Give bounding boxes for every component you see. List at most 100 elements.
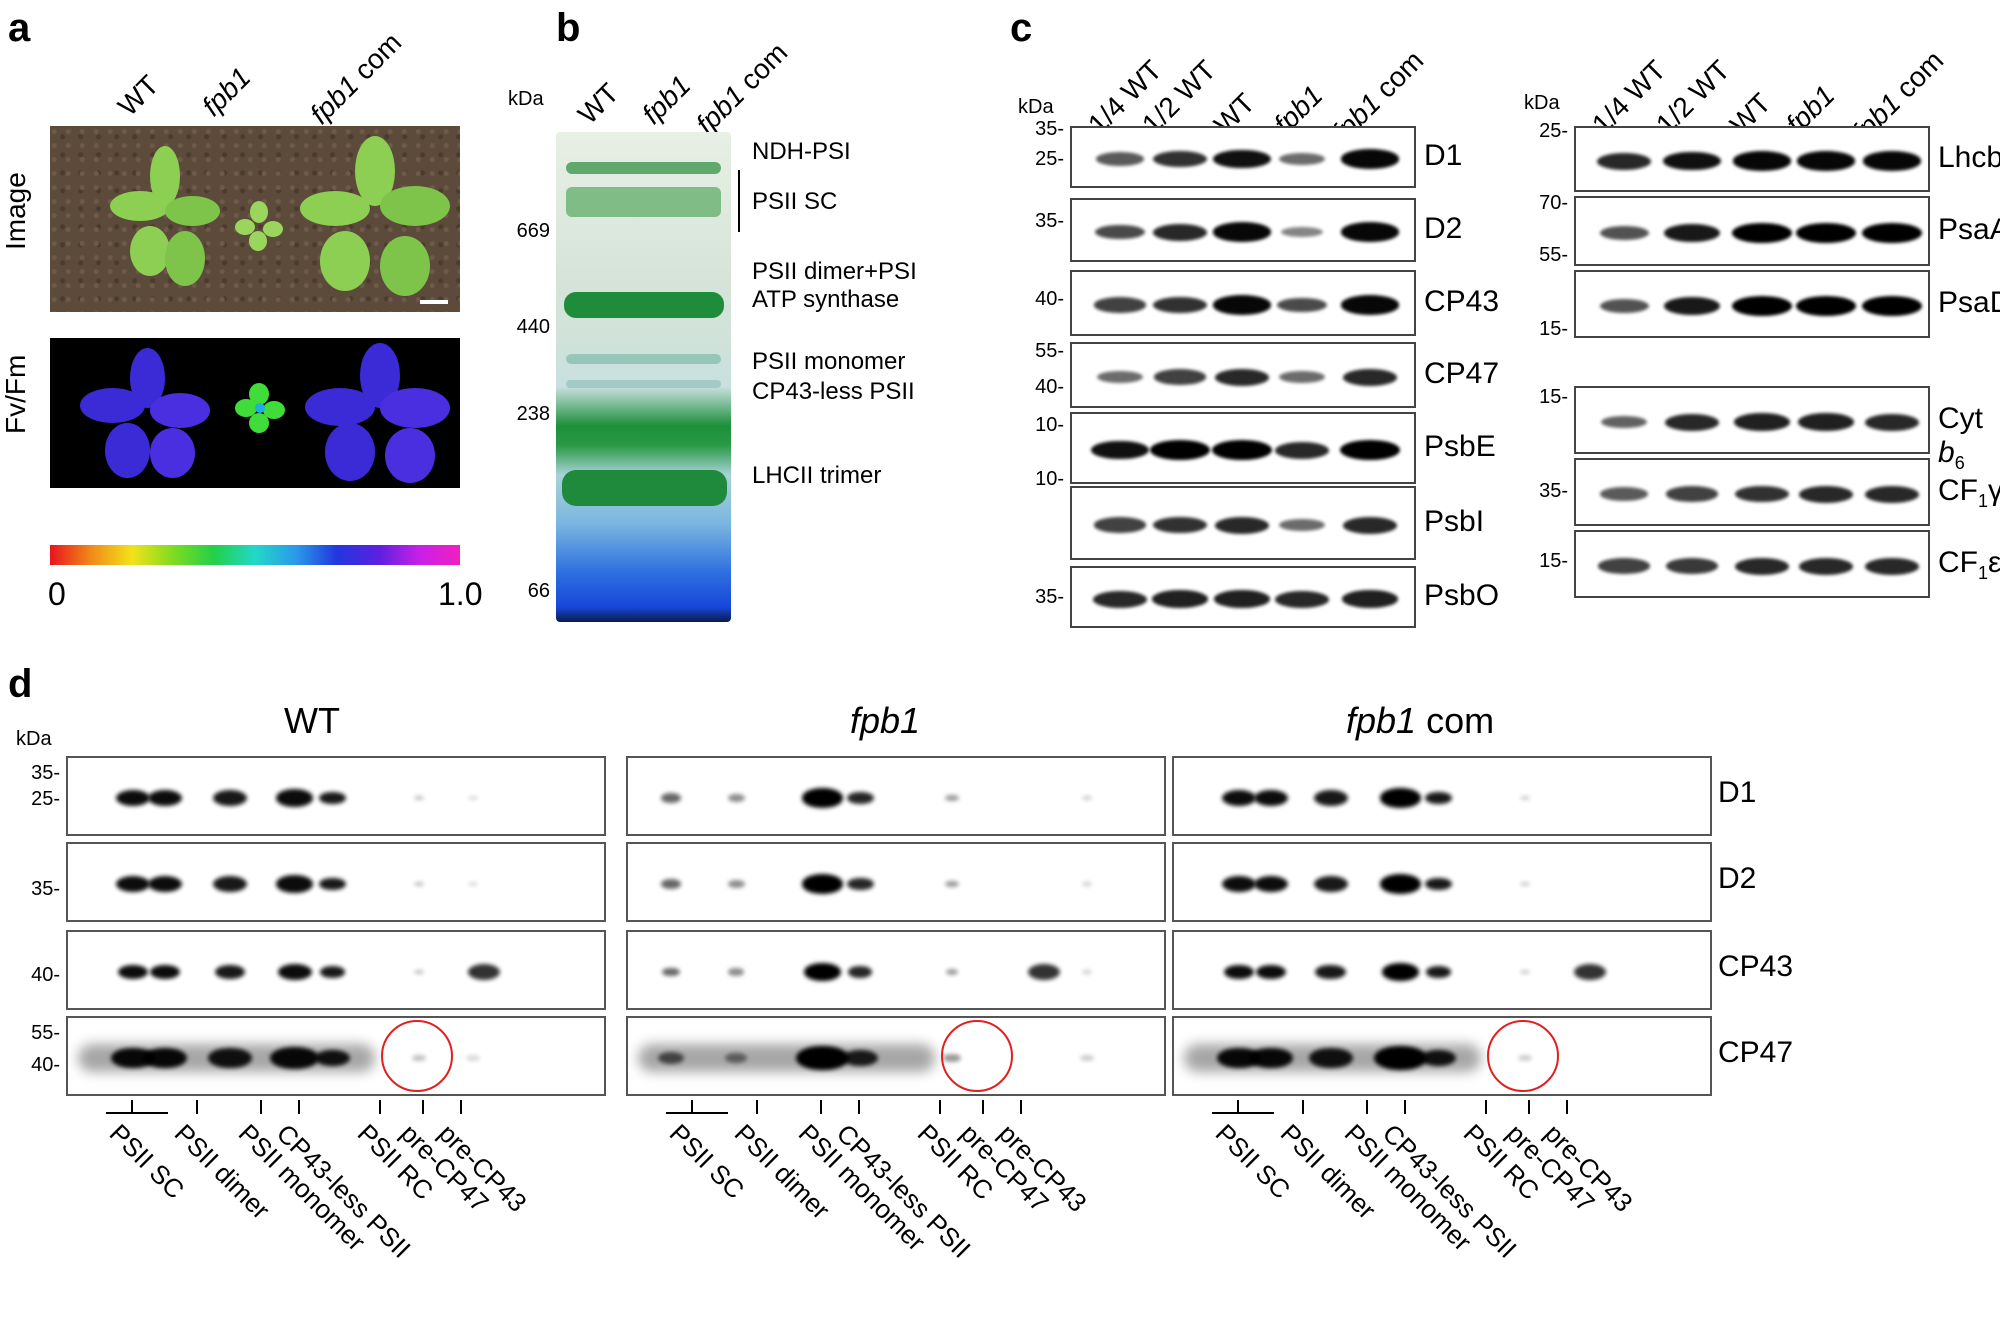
fvfm-image [50, 338, 460, 488]
d-blot-g1-r2 [626, 930, 1166, 1010]
d-spot-precp43 [1027, 964, 1060, 980]
d-spot [727, 794, 745, 802]
d-tick-g1 [755, 1100, 758, 1114]
d-spot [1382, 963, 1420, 981]
c-c-left-band [1276, 297, 1328, 313]
c-c-left-band [1214, 590, 1270, 608]
panel-a-col-wt: WT [112, 69, 165, 122]
c-c-left-band [1274, 441, 1330, 459]
c-c-left-band [1342, 516, 1398, 534]
c-c-right-blot-1 [1574, 196, 1930, 266]
d-spot [149, 964, 181, 980]
d-spot [117, 964, 149, 980]
d-spot [847, 966, 873, 978]
fpb1-plant [235, 201, 285, 251]
d-tick-g2 [1366, 1100, 1369, 1114]
d-spot-precp43 [467, 964, 500, 980]
c-c-left-band [1096, 152, 1144, 166]
c-c-right-band [1600, 487, 1648, 501]
panel-b-band-label-5: CP43-less PSII [752, 378, 915, 405]
c-c-right-band [1798, 485, 1854, 503]
panel-b-band-label-6: LHCII trimer [752, 462, 882, 489]
c-c-right-label-2: PsaD [1938, 286, 2000, 319]
wt-fvfm-plant [80, 348, 210, 478]
c-c-right-label-1: PsaA [1938, 213, 2000, 246]
d-blot-g1-r1 [626, 842, 1166, 922]
d-spot [1426, 966, 1451, 978]
c-c-right-band [1862, 151, 1922, 171]
d-row-3-name: CP47 [1718, 1036, 1794, 1069]
gel-band-dimer [564, 292, 724, 318]
d-spot [110, 1047, 155, 1069]
c-c-left-band [1213, 149, 1271, 169]
d-row-2-marker: 40- [31, 964, 60, 986]
d-spot [724, 1052, 748, 1064]
d-spot [277, 964, 312, 980]
c-c-left-band [1212, 222, 1272, 242]
d-spot [1420, 1049, 1457, 1067]
d-group-title-wt: WT [284, 700, 340, 741]
c-c-left-band [1091, 440, 1149, 460]
c-c-left-band [1092, 590, 1148, 608]
c-c-right-marker: 15- [1539, 318, 1568, 340]
panel-b-marker-669: 669 [516, 220, 550, 242]
d-blot-g0-r2 [66, 930, 606, 1010]
d-spot [1221, 876, 1256, 892]
d-spot [1221, 790, 1256, 806]
c-c-left-blot-4 [1070, 412, 1416, 484]
d-tick-g2 [1485, 1100, 1488, 1114]
com-fvfm-plant [305, 343, 450, 483]
d-spot [143, 1047, 188, 1069]
c-c-left-band [1094, 517, 1146, 533]
c-c-left-band [1342, 590, 1398, 608]
d-spot [115, 876, 150, 892]
d-tick-g0 [195, 1100, 198, 1114]
c-c-left-blot-2 [1070, 270, 1416, 336]
d-row-0-marker: 25- [31, 788, 60, 810]
d-spot [1425, 791, 1453, 805]
bn-page-gel [556, 132, 731, 622]
panel-a-col-fpb1com: fpb1 com [304, 26, 408, 130]
d-tick-g1 [690, 1100, 693, 1114]
c-c-right-label-4: CF1γ [1938, 474, 2000, 511]
c-c-right-band [1734, 413, 1790, 431]
c-c-left-label-4: PsbE [1424, 430, 1496, 463]
d-spot [727, 880, 745, 888]
panel-b-band-label-3: ATP synthase [752, 286, 900, 313]
c-c-right-blot-4 [1574, 458, 1930, 526]
d-tick-g0 [130, 1100, 133, 1114]
d-tick-g2 [1236, 1100, 1239, 1114]
c-c-left-band [1214, 368, 1270, 386]
panel-b-col-fpb1: fpb1 [636, 69, 697, 130]
d-tick-g2 [1301, 1100, 1304, 1114]
d-tick-g1 [939, 1100, 942, 1114]
d-tick-g1 [858, 1100, 861, 1114]
c-c-right-label-3: Cyt b6 [1938, 402, 1983, 473]
d-smear [638, 1044, 935, 1072]
c-c-left-band [1279, 370, 1325, 384]
d-spot [661, 793, 682, 803]
d-tick-g0 [260, 1100, 263, 1114]
d-blot-g2-r1 [1172, 842, 1712, 922]
d-spot [1254, 790, 1289, 806]
c-right-kda: kDa [1524, 92, 1560, 114]
c-c-right-band [1732, 151, 1792, 171]
d-tick-g1 [1020, 1100, 1023, 1114]
panel-b-marker-66: 66 [527, 580, 550, 602]
d-spot [1223, 964, 1255, 980]
c-c-left-band [1212, 295, 1272, 315]
d-spot [1081, 795, 1093, 801]
c-left-kda: kDa [1018, 96, 1054, 118]
d-spot [276, 789, 314, 807]
d-spot [945, 794, 959, 802]
d-spot [1081, 881, 1093, 887]
c-c-right-band [1664, 413, 1720, 431]
d-spot [1308, 1047, 1353, 1069]
c-c-right-blot-0 [1574, 126, 1930, 192]
c-c-left-band [1214, 516, 1270, 534]
c-c-right-band [1796, 296, 1856, 316]
panel-c-letter: c [1010, 6, 1033, 50]
d-spot [804, 963, 841, 981]
d-psiisc-bar-g2 [1212, 1112, 1274, 1114]
c-c-right-band [1663, 151, 1721, 171]
